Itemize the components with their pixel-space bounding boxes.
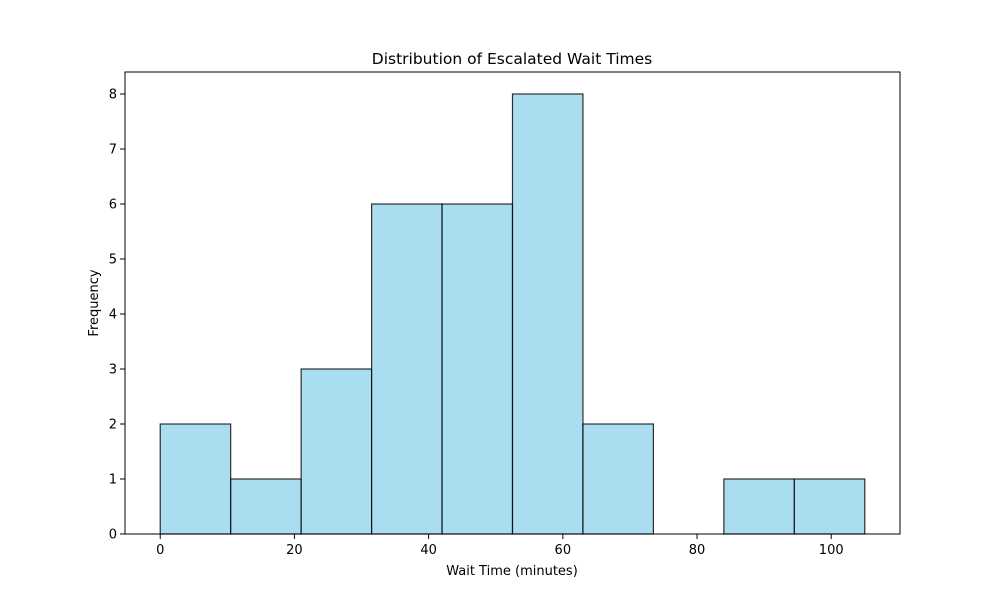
plot-frame	[124, 71, 901, 535]
histogram-bar	[441, 203, 514, 535]
y-tick-label: 3	[109, 363, 117, 378]
histogram-bar	[793, 478, 866, 535]
x-tick-label: 0	[156, 543, 164, 558]
histogram-bar	[723, 478, 795, 535]
histogram-bar	[511, 93, 584, 535]
y-axis-label: Frequency	[87, 269, 102, 336]
x-tick-label: 60	[555, 543, 572, 558]
x-axis-ticks: 0 20 40 60 80 100	[156, 534, 844, 558]
y-tick-label: 8	[109, 88, 117, 103]
y-axis-ticks: 0 1 2 3 4 5 6 7 8	[109, 88, 125, 543]
y-tick-label: 7	[109, 143, 117, 158]
bars-group	[159, 93, 866, 535]
y-tick-label: 6	[109, 198, 117, 213]
histogram-bar	[370, 203, 443, 535]
histogram-bar	[159, 423, 232, 535]
x-tick-label: 100	[819, 543, 844, 558]
x-tick-label: 40	[420, 543, 437, 558]
y-tick-label: 1	[109, 473, 117, 488]
y-tick-label: 4	[109, 308, 117, 323]
x-tick-label: 80	[689, 543, 706, 558]
histogram-bar	[582, 423, 655, 535]
y-tick-label: 0	[109, 528, 117, 543]
y-tick-label: 5	[109, 253, 117, 268]
chart-title: Distribution of Escalated Wait Times	[372, 50, 652, 68]
histogram-bar	[300, 368, 373, 535]
x-tick-label: 20	[286, 543, 303, 558]
histogram-bar	[230, 478, 302, 535]
x-axis-label: Wait Time (minutes)	[446, 564, 578, 579]
y-tick-label: 2	[109, 418, 117, 433]
